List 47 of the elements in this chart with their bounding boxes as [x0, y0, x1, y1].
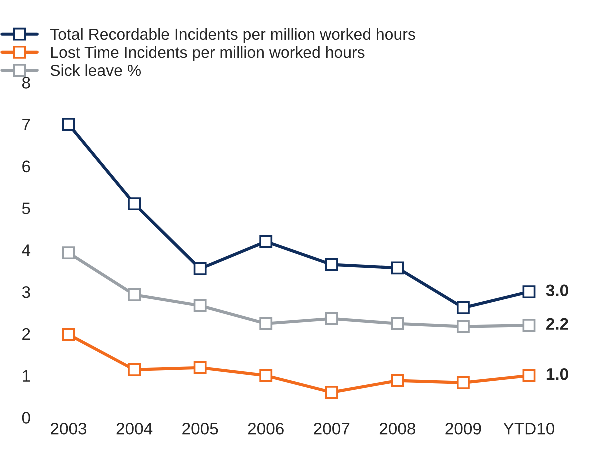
x-tick-label: 2007	[314, 422, 350, 435]
point	[522, 286, 536, 298]
point	[194, 361, 207, 374]
x-tick-label: 2005	[182, 422, 218, 435]
x-tick-label: 2003	[51, 422, 87, 435]
y-tick-label: 0	[22, 412, 30, 424]
point	[260, 235, 273, 248]
point	[456, 301, 470, 314]
y-tick-label: 7	[22, 119, 30, 131]
point	[325, 312, 338, 326]
point	[456, 320, 470, 334]
x-tick-label: 2004	[116, 422, 153, 435]
x-tick-label: YTD10	[504, 422, 555, 435]
point	[62, 118, 76, 131]
point	[260, 369, 273, 382]
point	[128, 198, 142, 211]
point	[522, 319, 536, 332]
data-label: 2.2	[546, 318, 568, 330]
point	[194, 262, 207, 276]
y-tick-label: 8	[22, 77, 30, 89]
y-tick-label: 4	[22, 244, 31, 256]
data-label: 3.0	[546, 284, 568, 297]
point	[456, 376, 470, 390]
x-tick-label: 2008	[380, 422, 416, 435]
legend-label: Lost Time Incidents per million worked hours	[51, 46, 365, 62]
point	[325, 258, 338, 272]
y-tick-label: 2	[22, 328, 30, 340]
data-label: 1.0	[546, 368, 568, 380]
point	[128, 363, 142, 376]
point	[391, 317, 404, 330]
point	[62, 246, 76, 260]
x-tick-label: 2009	[446, 422, 482, 435]
y-tick-label: 3	[22, 286, 30, 298]
point	[128, 288, 142, 302]
point	[260, 317, 273, 330]
point	[522, 369, 536, 382]
y-tick-label: 6	[22, 160, 30, 173]
point	[194, 299, 207, 312]
y-tick-label: 5	[22, 202, 30, 214]
point	[62, 328, 76, 342]
legend-label: Sick leave %	[50, 64, 142, 76]
y-tick-label: 1	[23, 370, 30, 382]
point	[325, 386, 338, 400]
point	[391, 262, 404, 275]
legend-label: Total Recordable Incidents per million worked hours	[50, 28, 416, 44]
x-tick-label: 2006	[248, 422, 284, 435]
point	[391, 374, 404, 388]
